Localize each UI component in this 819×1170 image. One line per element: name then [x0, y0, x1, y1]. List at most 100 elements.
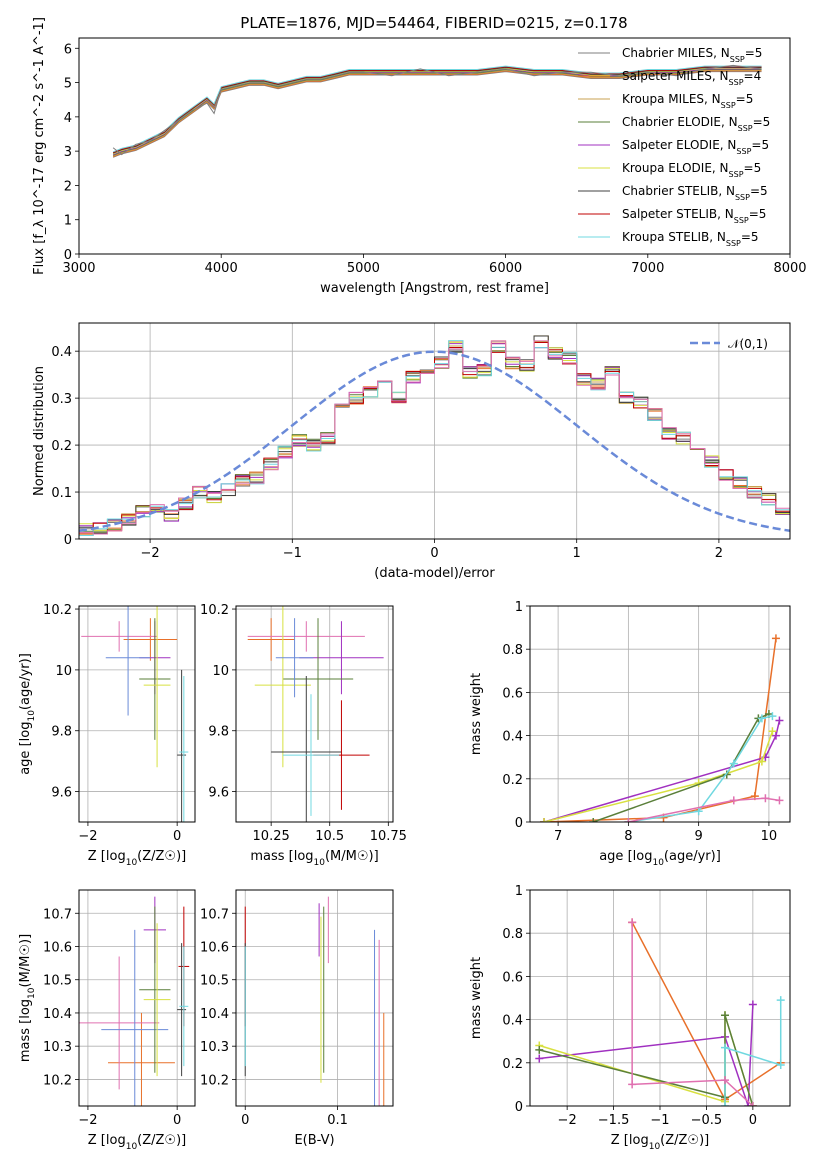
weight-marker — [744, 1102, 753, 1106]
weight-marker — [775, 716, 784, 725]
x-axis-label: mass [log10(M/M☉)] — [250, 849, 378, 868]
y-tick-label: 9.8 — [51, 725, 72, 740]
y-tick-label: 0.2 — [502, 1057, 523, 1072]
y-tick-label: 10.2 — [200, 603, 229, 618]
legend-entry: 𝒩(0,1) — [728, 337, 768, 351]
x-tick-label: 1 — [573, 546, 581, 561]
y-tick-label: 6 — [64, 42, 72, 57]
y-tick-label: 10.3 — [200, 1040, 229, 1055]
x-axis-label: Z [log10(Z/Z☉)] — [611, 1133, 709, 1152]
weight-marker — [761, 794, 770, 803]
axes-frame — [78, 322, 791, 540]
legend-entry: Salpeter ELODIE, NSSP=5 — [622, 138, 769, 156]
figure-title: PLATE=1876, MJD=54464, FIBERID=0215, z=0… — [240, 14, 627, 32]
axes-frame — [235, 605, 394, 823]
weight-marker — [775, 796, 784, 805]
weight-marker — [768, 727, 777, 736]
x-tick-label: 9 — [695, 829, 703, 844]
y-tick-label: 10.5 — [43, 974, 72, 989]
y-tick-label: 10.7 — [43, 907, 72, 922]
plot-area — [540, 634, 784, 822]
weight-marker — [628, 918, 637, 927]
model-line-8 — [112, 65, 762, 153]
weight-marker — [729, 759, 738, 768]
weight-marker — [721, 1076, 729, 1085]
y-tick-label: 0.4 — [51, 345, 72, 360]
weight-marker — [721, 1043, 729, 1052]
weight-marker — [722, 770, 731, 779]
x-tick-label: 3000 — [62, 261, 95, 276]
weight-line-2 — [543, 731, 774, 822]
x-axis-label: (data-model)/error — [374, 566, 495, 581]
weight-marker — [757, 714, 766, 723]
y-tick-label: 1 — [515, 884, 523, 899]
plot-area — [247, 606, 384, 822]
y-tick-label: 9.6 — [208, 786, 229, 801]
weight-marker — [776, 996, 785, 1005]
weight-line-5 — [628, 797, 780, 822]
x-tick-label: 0 — [173, 829, 181, 844]
y-tick-label: 10.2 — [43, 1073, 72, 1088]
y-axis-label: mass [log10(M/M☉)] — [18, 934, 37, 1062]
y-tick-label: 10.6 — [43, 940, 72, 955]
y-axis-label: age [log10(age/yr)] — [18, 653, 37, 775]
x-tick-label: 4000 — [205, 261, 238, 276]
x-tick-label: 0.1 — [327, 1113, 348, 1128]
y-axis-label: Flux [f_λ 10^-17 erg cm^-2 s^-1 A^-1] — [32, 17, 47, 275]
y-tick-label: 10.2 — [200, 1073, 229, 1088]
x-tick-label: 10 — [761, 829, 778, 844]
x-tick-label: 6000 — [489, 261, 522, 276]
panel-spectrum: 3000 4000 5000 6000 7000 8000 0 1 2 3 4 5 6 wavelengt… — [32, 17, 807, 296]
y-tick-label: 4 — [64, 111, 72, 126]
x-tick-label: 10.5 — [315, 829, 344, 844]
weight-marker — [768, 712, 777, 721]
y-tick-label: 2 — [64, 179, 72, 194]
model-line-1 — [112, 70, 762, 158]
y-tick-label: 0.1 — [51, 486, 72, 501]
hist-step-8 — [79, 340, 790, 536]
x-tick-label: 0 — [430, 546, 438, 561]
legend-entry: Kroupa STELIB, NSSP=5 — [622, 230, 759, 248]
weight-marker — [748, 1102, 757, 1106]
axes-frame — [78, 37, 791, 255]
model-line-2 — [112, 69, 762, 157]
weight-marker — [748, 1000, 757, 1009]
panel-mass-weight-vs-Z: −2 −1.5 −1 −0.5 0 0 0.2 0.4 0.6 0.8 1 Z [log10(Z/Z☉… — [469, 884, 791, 1152]
x-axis-label: Z [log10(Z/Z☉)] — [88, 1133, 186, 1152]
y-tick-label: 9.6 — [51, 786, 72, 801]
legend-entry: Kroupa MILES, NSSP=5 — [622, 92, 753, 110]
y-tick-label: 0.8 — [502, 643, 523, 658]
x-tick-label: −2 — [78, 829, 97, 844]
x-axis-label: wavelength [Angstrom, rest frame] — [320, 281, 549, 296]
y-tick-label: 10.6 — [200, 940, 229, 955]
x-tick-label: 0 — [173, 1113, 181, 1128]
plot-area — [112, 64, 762, 158]
legend-entry: Chabrier ELODIE, NSSP=5 — [622, 115, 770, 133]
x-tick-label: −2 — [78, 1113, 97, 1128]
weight-marker — [776, 1060, 785, 1069]
legend-entry: Salpeter MILES, NSSP=4 — [622, 69, 761, 87]
y-tick-label: 10 — [212, 664, 229, 679]
x-tick-label: 5000 — [347, 261, 380, 276]
panel-age-vs-mass: 10.25 10.5 10.75 9.6 9.8 10 10.2 mass [log10(M/… — [200, 603, 407, 868]
weight-line-1 — [543, 720, 781, 822]
axes-frame — [235, 889, 394, 1107]
x-tick-label: 2 — [715, 546, 723, 561]
y-tick-label: 0.3 — [51, 392, 72, 407]
y-axis-label: mass weight — [469, 673, 484, 755]
weight-marker — [694, 807, 703, 816]
model-line-0 — [112, 71, 762, 158]
axes-frame — [78, 605, 196, 823]
y-tick-label: 0.6 — [502, 970, 523, 985]
hist-step-7 — [79, 342, 790, 534]
y-tick-label: 5 — [64, 77, 72, 92]
y-axis-label: Normed distribution — [32, 366, 47, 496]
y-tick-label: 3 — [64, 145, 72, 160]
legend-entry: Chabrier MILES, NSSP=5 — [622, 46, 762, 64]
model-line-5 — [112, 67, 762, 155]
x-axis-label: age [log10(age/yr)] — [599, 849, 721, 868]
panel-mass-vs-Z: −2 0 10.2 10.3 10.4 10.5 10.6 10.7 Z [log10(Z/Z☉… — [18, 889, 196, 1152]
y-tick-label: 0.2 — [502, 773, 523, 788]
weight-line-0 — [544, 638, 777, 822]
plot-area — [535, 918, 785, 1106]
